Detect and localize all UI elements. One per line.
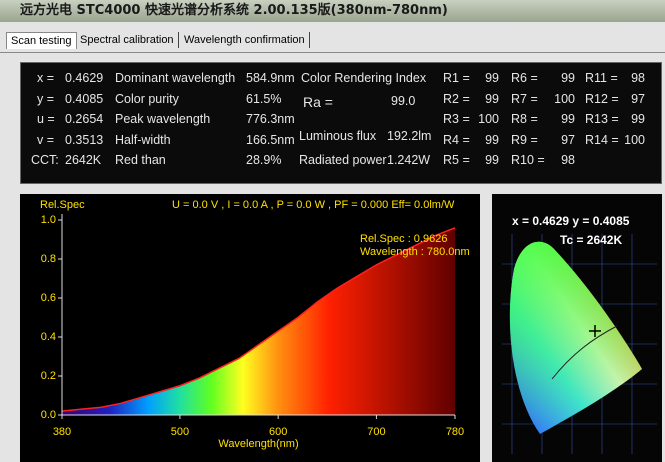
- cri-value: 99: [485, 153, 499, 167]
- spectrum-chart: 0.0 0.2 0.4 0.6 0.8 1.0 380 500 600 700 780 Rel.Spe…: [20, 194, 480, 462]
- y-tick-label: 0.6: [41, 292, 56, 304]
- cri-title: Color Rendering Index: [301, 71, 427, 85]
- cri-value: 98: [561, 153, 575, 167]
- cri-value: 99: [561, 71, 575, 85]
- param-label: Color purity: [115, 91, 179, 106]
- cri-value: 97: [631, 91, 645, 106]
- chromaticity-marker: [589, 325, 601, 337]
- annotation: Rel.Spec : 0.9626: [360, 233, 447, 245]
- cri-value: 100: [554, 91, 575, 106]
- coord-value: 0.4629: [65, 71, 104, 85]
- y-tick-label: 1.0: [41, 214, 56, 226]
- locus-overlay: [509, 241, 642, 434]
- annotation: Wavelength : 780.0nm: [360, 246, 470, 258]
- coord-value: 0.4085: [65, 91, 104, 106]
- y-tick-label: 0.4: [41, 331, 56, 343]
- results-panel: x = 0.4629 y = 0.4085 u = 0.2654 v = 0.3513 CCT:…: [20, 62, 662, 184]
- cie-tc: Tc = 2642K: [560, 233, 622, 247]
- cri-label: R14 =: [585, 132, 619, 147]
- cie-xy: x = 0.4629 y = 0.4085: [512, 214, 630, 228]
- param-label: Dominant wavelength: [115, 71, 236, 85]
- planckian-locus: [551, 325, 618, 380]
- y-axis-label: Rel.Spec: [40, 199, 85, 211]
- title-bar: 远方光电 STC4000 快速光谱分析系统 2.00.135版(380nm-78…: [0, 0, 665, 22]
- x-tick-label: 500: [171, 426, 189, 438]
- cri-label: R1 =: [443, 71, 470, 85]
- x-tick-label: 780: [446, 426, 464, 438]
- cri-value: 99: [485, 71, 499, 85]
- y-tick-label: 0.0: [41, 409, 56, 421]
- cri-value: 97: [561, 132, 575, 147]
- cri-label: R3 =: [443, 112, 470, 126]
- tab[interactable]: Wavelength confirmation: [180, 32, 310, 48]
- ra-value: 99.0: [391, 93, 416, 108]
- cri-value: 98: [631, 71, 645, 85]
- spectrum-line: [61, 227, 456, 412]
- x-tick-label: 700: [367, 426, 385, 438]
- cri-label: R11 =: [585, 71, 618, 85]
- cri-label: R6 =: [511, 71, 538, 85]
- param-value: 61.5%: [246, 91, 282, 106]
- y-tick-label: 0.8: [41, 253, 56, 265]
- cri-label: R12 =: [585, 91, 619, 106]
- param-label: Half-width: [115, 132, 171, 147]
- tab[interactable]: Spectral calibration: [76, 32, 179, 48]
- tab-bar: Scan testing Spectral calibration Waveleng…: [0, 28, 665, 53]
- power-value: 1.242W: [387, 153, 431, 167]
- cri-label: R5 =: [443, 153, 470, 167]
- chart-header: U = 0.0 V , I = 0.0 A , P = 0.0 W , PF =…: [172, 199, 455, 211]
- param-label: Peak wavelength: [115, 112, 211, 126]
- param-value: 166.5nm: [246, 132, 295, 147]
- cri-value: 100: [478, 112, 499, 126]
- x-tick-label: 600: [269, 426, 287, 438]
- cri-label: R7 =: [511, 91, 538, 106]
- cri-label: R10 =: [511, 153, 545, 167]
- coord-value: 2642K: [65, 153, 102, 167]
- param-value: 28.9%: [246, 153, 282, 167]
- cri-value: 99: [631, 112, 645, 126]
- power-label: Radiated power: [299, 153, 387, 167]
- cri-label: R13 =: [585, 112, 619, 126]
- cie-diagram: x = 0.4629 y = 0.4085 Tc = 2642K: [492, 194, 662, 462]
- coord-label: u =: [37, 112, 55, 126]
- param-value: 776.3nm: [246, 112, 295, 126]
- cri-label: R2 =: [443, 91, 470, 106]
- cri-value: 100: [624, 132, 645, 147]
- cri-label: R9 =: [511, 132, 538, 147]
- flux-value: 192.2lm: [387, 128, 432, 143]
- flux-label: Luminous flux: [299, 128, 377, 143]
- tab[interactable]: Scan testing: [6, 32, 77, 49]
- cri-value: 99: [561, 112, 575, 126]
- cri-label: R8 =: [511, 112, 538, 126]
- param-label: Red than: [115, 153, 166, 167]
- cri-label: R4 =: [443, 132, 470, 147]
- coord-value: 0.2654: [65, 112, 104, 126]
- coord-label: v =: [37, 132, 55, 147]
- cri-value: 99: [485, 132, 499, 147]
- spectrum-area: [62, 227, 455, 415]
- y-tick-label: 0.2: [41, 370, 56, 382]
- param-value: 584.9nm: [246, 71, 295, 85]
- coord-label: x =: [37, 71, 55, 85]
- ra-label: Ra =: [303, 93, 333, 110]
- coord-label: y =: [37, 91, 55, 106]
- x-tick-label: 380: [53, 426, 71, 438]
- x-axis-label: Wavelength(nm): [218, 438, 298, 450]
- coord-value: 0.3513: [65, 132, 104, 147]
- coord-label: CCT:: [31, 153, 59, 167]
- cri-value: 99: [485, 91, 499, 106]
